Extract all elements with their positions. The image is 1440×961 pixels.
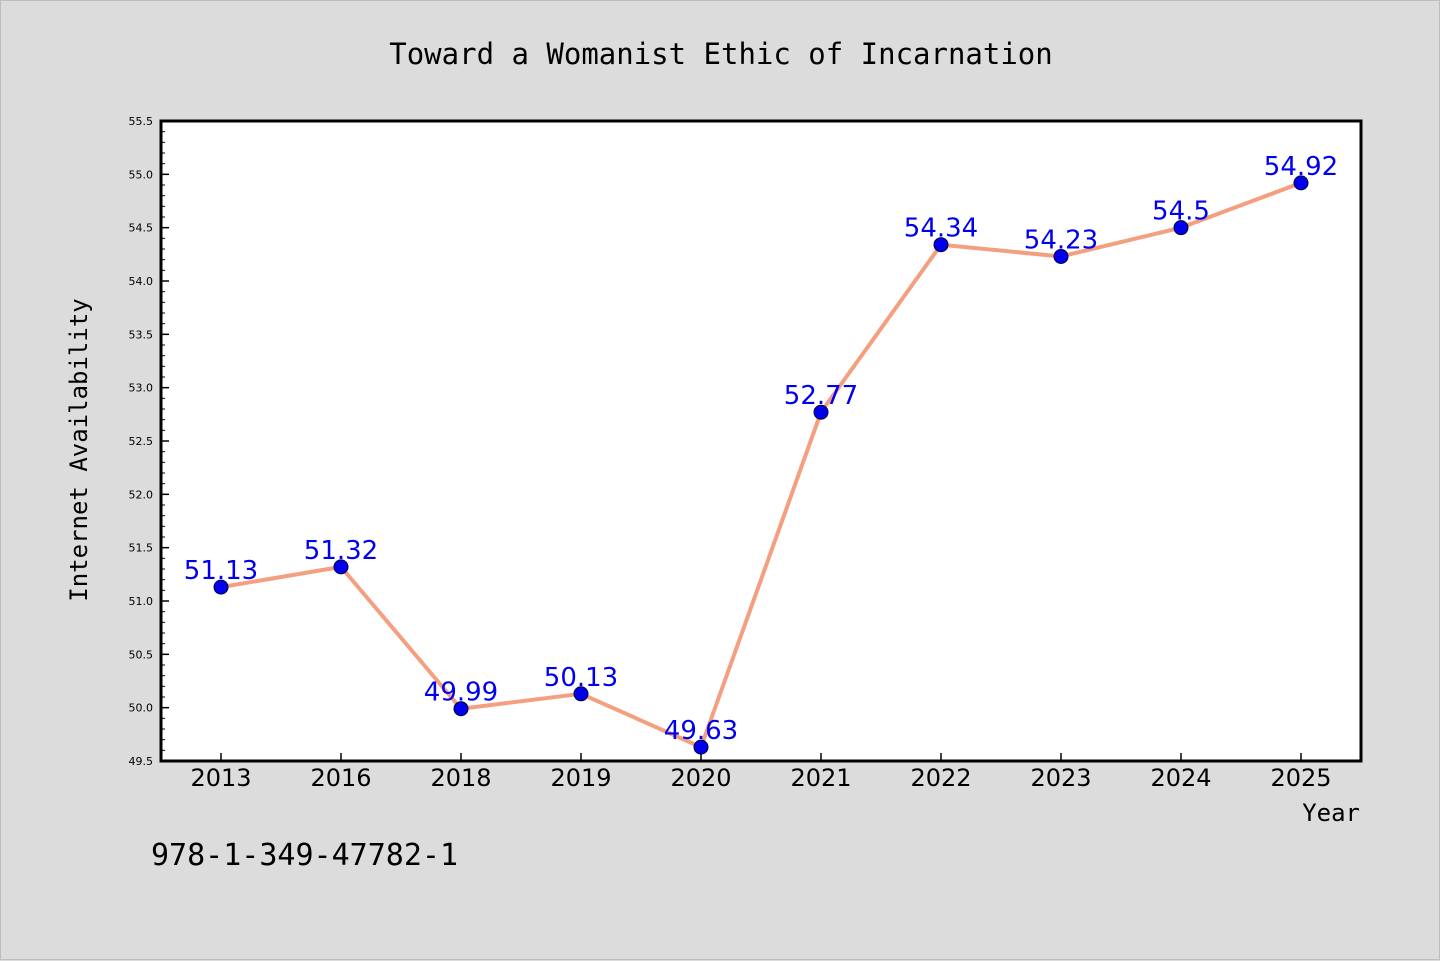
y-tick-label: 55.5 [129,115,154,128]
plot-area [159,119,1363,763]
y-axis: 49.5 50.0 50.5 51.0 51.5 52.0 52.5 53.0 53.5 54.0… [129,115,169,768]
data-label: 54.5 [1152,197,1210,227]
y-tick-label: 53.0 [129,382,154,395]
x-tick-label: 2019 [550,764,611,792]
data-label: 50.13 [544,663,618,693]
data-point [453,701,469,717]
x-tick-label: 2013 [190,764,251,792]
x-tick-label: 2020 [670,764,731,792]
y-tick-label: 53.5 [129,328,154,341]
series-line [219,180,1303,750]
y-tick-label: 52.5 [129,435,154,448]
x-axis-label: Year [1302,799,1360,827]
data-label: 51.32 [304,536,378,566]
y-tick-label: 52.0 [129,488,154,501]
y-tick-label: 55.0 [129,168,154,181]
x-tick-label: 2023 [1030,764,1091,792]
x-tick-label: 2025 [1270,764,1331,792]
y-tick-label: 51.0 [129,595,154,608]
data-point [813,404,829,420]
data-label: 51.13 [184,556,258,586]
data-point [933,237,949,253]
data-point [213,579,229,595]
isbn-label: 978-1-349-47782-1 [151,838,458,873]
x-tick-label: 2022 [910,764,971,792]
data-label: 49.99 [424,678,498,708]
x-tick-label: 2018 [430,764,491,792]
data-label: 49.63 [664,716,738,746]
x-axis: 2013 2016 2018 2019 2020 2021 2022 2023 2024 2025 [190,753,1332,792]
y-tick-label: 51.5 [129,542,154,555]
y-axis-label: Internet Availability [65,298,93,601]
data-point [1053,248,1069,264]
data-label: 54.23 [1024,225,1098,255]
data-point [333,559,349,575]
data-point [693,739,709,755]
data-label: 54.92 [1264,152,1338,182]
y-tick-label: 49.5 [129,755,154,768]
series-polyline [219,180,1303,750]
data-point [573,686,589,702]
x-tick-label: 2024 [1150,764,1211,792]
y-tick-label: 50.5 [129,648,154,661]
x-tick-label: 2016 [310,764,371,792]
x-tick-label: 2021 [790,764,851,792]
data-point [1173,220,1189,236]
data-label: 54.34 [904,214,978,244]
y-tick-label: 50.0 [129,702,154,715]
y-tick-label: 54.0 [129,275,154,288]
y-tick-label: 54.5 [129,222,154,235]
data-markers [213,175,1309,755]
data-point [1293,175,1309,191]
chart-title: Toward a Womanist Ethic of Incarnation [389,37,1052,71]
data-label: 52.77 [784,381,858,411]
data-labels: 51.13 51.32 49.99 50.13 49.63 52.77 54.34 54.23… [184,152,1338,746]
